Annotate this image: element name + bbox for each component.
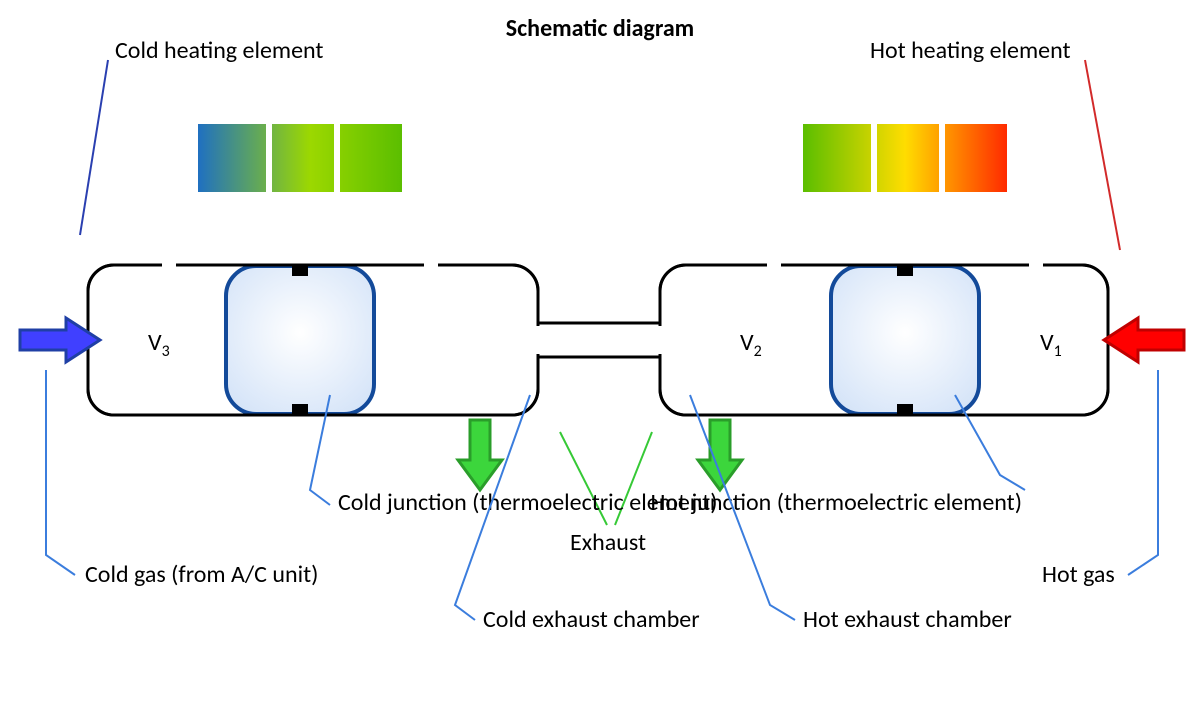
title: Schematic diagram bbox=[506, 14, 694, 43]
svg-text:Hot heating element: Hot heating element bbox=[870, 36, 1071, 65]
schematic-diagram: Schematic diagram bbox=[0, 0, 1200, 707]
svg-text:Hot junction (thermoelectric e: Hot junction (thermoelectric element) bbox=[650, 488, 1022, 517]
exhaust-arrow-right bbox=[698, 420, 742, 490]
hot-heater bbox=[774, 124, 1036, 265]
exhaust-arrow-left bbox=[458, 420, 502, 490]
svg-text:Hot exhaust chamber: Hot exhaust chamber bbox=[803, 605, 1012, 634]
hot-gas-arrow bbox=[1104, 318, 1184, 362]
cold-heater bbox=[169, 124, 431, 265]
svg-text:Exhaust: Exhaust bbox=[570, 528, 646, 557]
hot-junction bbox=[831, 264, 979, 416]
svg-text:Cold exhaust chamber: Cold exhaust chamber bbox=[483, 605, 700, 634]
svg-text:Hot gas: Hot gas bbox=[1042, 560, 1115, 589]
svg-text:Cold heating element: Cold heating element bbox=[115, 36, 323, 65]
svg-text:Cold gas (from A/C unit): Cold gas (from A/C unit) bbox=[85, 560, 318, 589]
cold-junction bbox=[226, 264, 374, 416]
